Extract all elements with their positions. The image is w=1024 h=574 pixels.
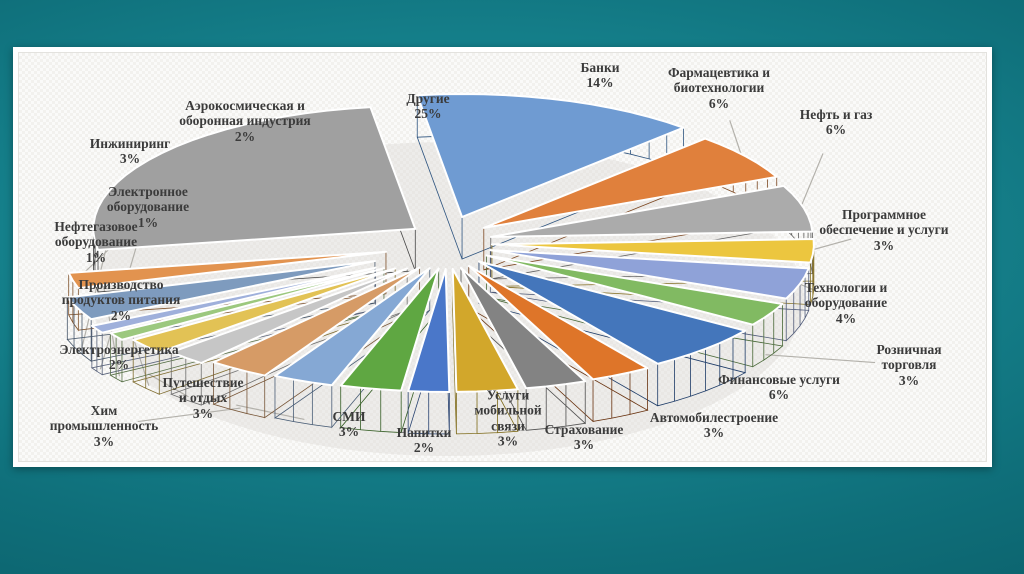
pie-slice bbox=[92, 106, 417, 293]
pie-slice-top bbox=[477, 260, 747, 365]
pie-slice bbox=[407, 267, 451, 435]
leader-line bbox=[729, 120, 744, 159]
leader-line bbox=[799, 153, 824, 210]
pie-slice-top bbox=[273, 267, 431, 387]
pie-slice bbox=[467, 264, 649, 423]
pie-slice-top bbox=[66, 260, 376, 321]
pie-slice-top bbox=[90, 266, 377, 334]
pie-slice bbox=[67, 250, 387, 332]
pie-slice-top bbox=[407, 267, 451, 393]
pie-slice-top bbox=[482, 137, 778, 229]
pie-slice-top bbox=[467, 264, 649, 381]
pie-slice bbox=[339, 267, 440, 433]
pie-slice bbox=[451, 267, 519, 435]
pie-slice-top bbox=[485, 254, 784, 326]
pie-slice bbox=[485, 254, 784, 368]
pie-slice-top bbox=[489, 249, 810, 300]
pie-slice bbox=[170, 267, 409, 406]
pie-slice-top bbox=[489, 184, 814, 238]
pie-slice bbox=[477, 260, 747, 407]
pie-slice bbox=[482, 137, 778, 271]
pie-slice bbox=[489, 249, 810, 342]
pie-slice-top bbox=[132, 267, 397, 354]
pie-slice bbox=[459, 266, 587, 431]
leader-line bbox=[148, 373, 189, 398]
leader-line bbox=[137, 407, 241, 423]
leader-line bbox=[809, 238, 852, 252]
pie-slice bbox=[490, 238, 815, 306]
leader-line bbox=[765, 354, 876, 364]
pie-slice-top bbox=[92, 106, 417, 251]
pie-slice-top bbox=[459, 266, 587, 390]
pie-slice bbox=[90, 266, 377, 376]
pie-slice-top bbox=[67, 250, 387, 290]
pie-slice bbox=[212, 266, 421, 419]
pie-slice-top bbox=[109, 267, 385, 341]
pie-slice-top bbox=[490, 238, 815, 264]
pie-slice bbox=[273, 266, 431, 429]
pie-slice-top bbox=[170, 267, 409, 365]
pie-slice-wall bbox=[212, 266, 420, 419]
pie-slice bbox=[66, 260, 376, 363]
pie-slice bbox=[416, 92, 685, 260]
pie-slice-top bbox=[451, 267, 519, 393]
pie-slice bbox=[109, 267, 385, 383]
pie-slice bbox=[132, 267, 397, 395]
pie-slice-top bbox=[339, 267, 440, 392]
pie-slice-top bbox=[416, 92, 685, 218]
pie-slice-top bbox=[212, 266, 421, 377]
